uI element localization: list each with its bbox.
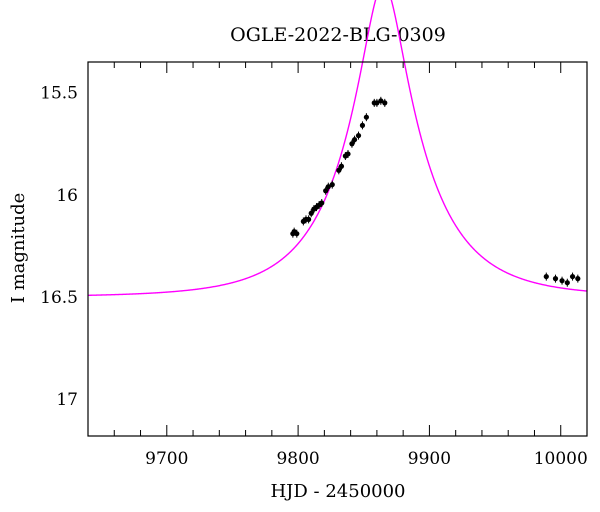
x-tick-label: 9900 — [408, 449, 451, 469]
data-point — [355, 132, 362, 139]
data-point — [374, 100, 380, 106]
data-point — [382, 100, 388, 106]
x-tick-label: 9700 — [145, 449, 188, 469]
data-point — [559, 278, 565, 284]
data-point — [552, 276, 559, 282]
y-tick-label: 16 — [56, 186, 78, 206]
model-curve-layer — [87, 0, 588, 297]
data-point — [323, 188, 329, 194]
x-axis-label: HJD - 2450000 — [270, 481, 405, 502]
data-point — [349, 141, 355, 147]
model-curve — [87, 0, 588, 297]
y-tick-label: 17 — [56, 390, 78, 410]
data-point — [575, 276, 581, 282]
data-point — [359, 122, 366, 128]
y-axis-label: I magnitude — [8, 193, 29, 304]
data-point — [338, 163, 345, 169]
data-point — [564, 280, 570, 286]
data-point — [543, 273, 549, 280]
data-point — [308, 210, 314, 216]
y-tick-label: 16.5 — [40, 288, 78, 308]
data-point — [294, 231, 300, 237]
data-point — [325, 184, 331, 190]
plot-frame — [87, 61, 588, 437]
data-point — [378, 98, 384, 104]
y-tick-label: 15.5 — [40, 84, 78, 104]
data-point — [336, 167, 342, 173]
data-point — [319, 200, 325, 206]
chart-title: OGLE-2022-BLG-0309 — [230, 24, 446, 46]
data-point — [345, 151, 351, 157]
data-point — [329, 182, 335, 188]
data-point — [351, 137, 358, 143]
data-point — [569, 273, 576, 280]
tick-labels: 9700 9800 9900 10000 15.5 16 16.5 17 — [40, 84, 588, 469]
data-point — [363, 114, 369, 120]
data-points — [290, 96, 581, 287]
x-tick-label: 10000 — [534, 449, 588, 469]
data-point — [306, 216, 312, 222]
x-tick-label: 9800 — [276, 449, 319, 469]
